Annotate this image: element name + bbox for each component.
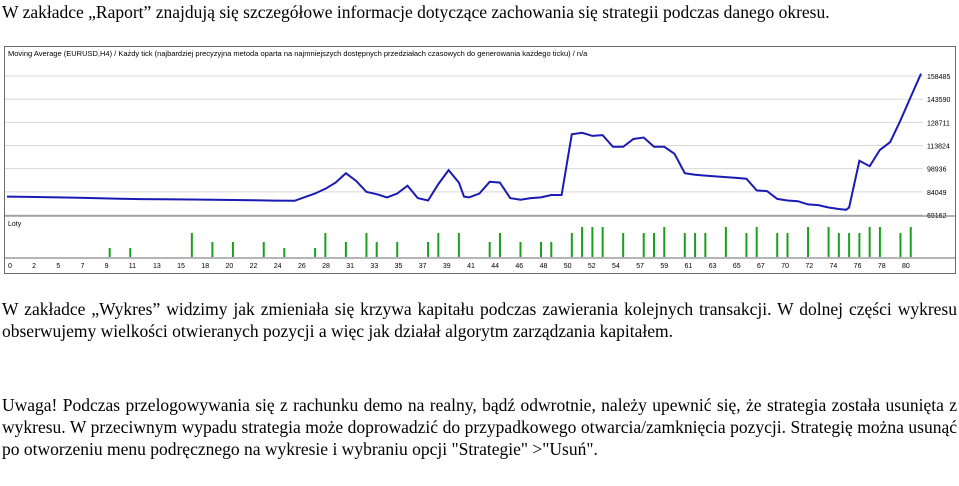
x-tick-label: 63 bbox=[709, 263, 717, 270]
x-tick-label: 18 bbox=[201, 263, 209, 270]
x-tick-label: 76 bbox=[854, 263, 862, 270]
x-tick-label: 22 bbox=[250, 263, 258, 270]
x-tick-label: 28 bbox=[322, 263, 330, 270]
x-tick-label: 2 bbox=[32, 263, 36, 270]
x-tick-label: 59 bbox=[660, 263, 668, 270]
x-tick-label: 44 bbox=[491, 263, 499, 270]
paragraph-chart-tab: W zakładce „Wykres” widzimy jak zmieniał… bbox=[2, 299, 957, 341]
y-axis-labels: 158485143590128711113824989368404969162 bbox=[927, 74, 950, 220]
paragraph-report-tab: W zakładce „Raport” znajdują się szczegó… bbox=[2, 2, 830, 22]
x-tick-label: 33 bbox=[370, 263, 378, 270]
y-tick-label: 158485 bbox=[927, 74, 950, 81]
x-tick-label: 13 bbox=[153, 263, 161, 270]
x-tick-label: 37 bbox=[419, 263, 427, 270]
x-tick-label: 48 bbox=[540, 263, 548, 270]
strategy-tester-chart: Moving Average (EURUSD,H4) / Każdy tick … bbox=[4, 46, 956, 274]
x-tick-label: 67 bbox=[757, 263, 765, 270]
y-tick-label: 113824 bbox=[927, 144, 950, 151]
lots-label: Loty bbox=[8, 221, 22, 228]
x-tick-label: 20 bbox=[225, 263, 233, 270]
x-tick-label: 52 bbox=[588, 263, 596, 270]
y-tick-label: 143590 bbox=[927, 97, 950, 104]
x-tick-label: 9 bbox=[105, 263, 109, 270]
x-tick-label: 54 bbox=[612, 263, 620, 270]
x-tick-label: 80 bbox=[902, 263, 910, 270]
x-tick-label: 61 bbox=[685, 263, 693, 270]
x-tick-label: 5 bbox=[56, 263, 60, 270]
x-tick-label: 7 bbox=[80, 263, 84, 270]
x-tick-label: 39 bbox=[443, 263, 451, 270]
x-tick-label: 65 bbox=[733, 263, 741, 270]
x-tick-label: 72 bbox=[805, 263, 813, 270]
chart-title: Moving Average (EURUSD,H4) / Każdy tick … bbox=[8, 49, 588, 58]
x-tick-label: 74 bbox=[830, 263, 838, 270]
y-tick-label: 84049 bbox=[927, 190, 947, 197]
lots-bars bbox=[108, 227, 912, 257]
x-axis-labels: 0 2 5 7 9 11 13 15 18 20 22 24 26 28 31 33 35 37 39 41 44 46 4… bbox=[8, 263, 910, 270]
x-tick-label: 35 bbox=[395, 263, 403, 270]
x-tick-label: 50 bbox=[564, 263, 572, 270]
x-tick-label: 0 bbox=[8, 263, 12, 270]
equity-chart-svg: Moving Average (EURUSD,H4) / Każdy tick … bbox=[5, 49, 955, 270]
x-tick-label: 26 bbox=[298, 263, 306, 270]
y-tick-label: 98936 bbox=[927, 167, 947, 174]
y-tick-label: 128711 bbox=[927, 120, 950, 127]
equity-curve bbox=[6, 73, 922, 211]
x-tick-label: 70 bbox=[781, 263, 789, 270]
paragraph-warning: Uwaga! Podczas przelogowywania się z rac… bbox=[2, 395, 957, 459]
y-gridlines bbox=[5, 75, 923, 216]
x-tick-label: 78 bbox=[878, 263, 886, 270]
x-tick-label: 57 bbox=[636, 263, 644, 270]
x-tick-label: 31 bbox=[346, 263, 354, 270]
x-tick-label: 24 bbox=[274, 263, 282, 270]
x-tick-label: 46 bbox=[515, 263, 523, 270]
x-tick-label: 41 bbox=[467, 263, 475, 270]
x-tick-label: 11 bbox=[129, 263, 136, 270]
x-tick-label: 15 bbox=[177, 263, 185, 270]
